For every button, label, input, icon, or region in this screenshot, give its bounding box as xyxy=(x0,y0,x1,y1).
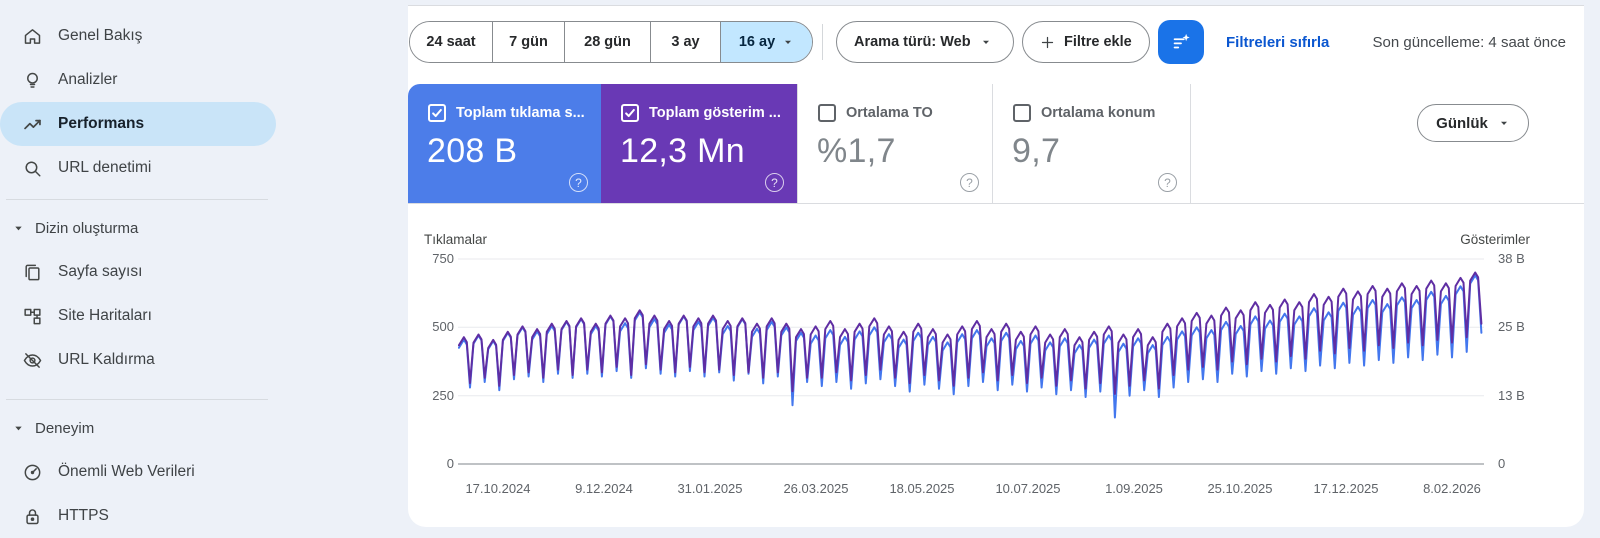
chevron-down-icon xyxy=(15,226,22,230)
metric-label: Toplam gösterim ... xyxy=(649,105,781,121)
sidebar-item-https[interactable]: HTTPS xyxy=(0,494,282,538)
eye-off-icon xyxy=(23,352,42,368)
sidebar-section-experience[interactable]: Deneyim xyxy=(0,408,282,448)
metric-card-average-ctr[interactable]: Ortalama TO %1,7 ? xyxy=(797,84,992,203)
pages-icon xyxy=(25,264,40,280)
add-filter-button[interactable]: Filtre ekle xyxy=(1022,21,1150,63)
metric-label: Toplam tıklama s... xyxy=(456,105,585,121)
metric-value: 9,7 xyxy=(1012,132,1061,170)
right-axis-tick: 38 B xyxy=(1498,251,1525,266)
right-axis-tick: 0 xyxy=(1498,456,1506,471)
gauge-icon xyxy=(24,464,41,480)
sidebar-section-indexing[interactable]: Dizin oluşturma xyxy=(0,208,282,248)
sidebar-item-label: HTTPS xyxy=(58,507,109,524)
sidebar-selected-pill xyxy=(0,102,276,146)
metric-card-average-position[interactable]: Ortalama konum 9,7 ? xyxy=(992,84,1190,203)
cards-bottom-border xyxy=(408,203,1584,204)
checkbox-checked[interactable] xyxy=(428,104,446,122)
series-impressions xyxy=(458,271,1483,395)
checkbox-unchecked[interactable] xyxy=(818,104,836,122)
filter-sparkle-button[interactable] xyxy=(1158,20,1204,64)
sidebar-item-url-inspection[interactable]: URL denetimi xyxy=(0,146,282,190)
help-icon[interactable]: ? xyxy=(1158,173,1177,192)
date-range-group: 24 saat 7 gün 28 gün 3 ay 16 ay xyxy=(409,21,813,63)
sidebar-item-insights[interactable]: Analizler xyxy=(0,58,282,102)
metric-card-total-impressions[interactable]: Toplam gösterim ... 12,3 Mn ? xyxy=(601,84,797,203)
range-7d[interactable]: 7 gün xyxy=(492,22,564,62)
sidebar-item-label: Genel Bakış xyxy=(58,27,143,44)
checkbox-checked[interactable] xyxy=(621,104,639,122)
sidebar-item-label: Site Haritaları xyxy=(58,307,152,324)
cards-divider xyxy=(1190,84,1191,203)
sidebar-divider xyxy=(6,199,268,200)
sidebar-item-sitemaps[interactable]: Site Haritaları xyxy=(0,294,282,338)
chevron-down-icon xyxy=(1500,121,1507,125)
sidebar-item-label: URL denetimi xyxy=(58,159,152,176)
sidebar-item-label: Performans xyxy=(58,115,145,132)
chevron-down-icon xyxy=(15,426,22,430)
sidebar-divider xyxy=(6,399,268,400)
filter-sparkle-icon xyxy=(1173,33,1190,49)
metric-value: 208 B xyxy=(427,132,518,170)
sidebar-section-label: Deneyim xyxy=(35,419,95,437)
left-axis-tick: 0 xyxy=(446,456,454,471)
left-axis-title: Tıklamalar xyxy=(424,232,488,247)
last-update-text: Son güncelleme: 4 saat önce xyxy=(1372,33,1566,51)
sidebar-item-performance[interactable]: Performans xyxy=(0,102,282,146)
help-icon[interactable]: ? xyxy=(960,173,979,192)
sidebar-item-label: Önemli Web Verileri xyxy=(58,463,195,480)
toolbar-divider xyxy=(822,24,823,60)
chart-plot[interactable] xyxy=(458,251,1484,471)
right-axis-title: Gösterimler xyxy=(1460,232,1530,247)
lock-icon xyxy=(26,508,39,524)
chevron-down-icon xyxy=(982,40,989,44)
range-16m[interactable]: 16 ay xyxy=(720,22,812,62)
search-icon xyxy=(25,160,41,177)
sidebar-item-label: Sayfa sayısı xyxy=(58,263,143,280)
help-icon[interactable]: ? xyxy=(569,173,588,192)
main-panel: 24 saat 7 gün 28 gün 3 ay 16 ay Arama tü… xyxy=(408,5,1584,527)
right-axis-tick: 13 B xyxy=(1498,388,1525,403)
reset-filters-link[interactable]: Filtreleri sıfırla xyxy=(1226,33,1330,51)
right-axis-tick: 25 B xyxy=(1498,319,1525,334)
left-axis-tick: 250 xyxy=(432,388,454,403)
metric-label: Ortalama konum xyxy=(1041,105,1156,121)
sidebar-item-label: URL Kaldırma xyxy=(58,351,155,368)
metric-value: %1,7 xyxy=(817,132,896,170)
home-icon xyxy=(24,28,41,44)
granularity-dropdown[interactable]: Günlük xyxy=(1417,104,1529,142)
metric-value: 12,3 Mn xyxy=(620,132,745,170)
left-axis-tick: 500 xyxy=(432,319,454,334)
trending-up-icon xyxy=(24,119,41,129)
plus-icon xyxy=(1041,36,1054,48)
sidebar-section-label: Dizin oluşturma xyxy=(35,219,139,237)
sidebar-item-removals[interactable]: URL Kaldırma xyxy=(0,338,282,382)
x-axis-labels: 17.10.2024 9.12.2024 31.01.2025 26.03.20… xyxy=(465,481,1481,496)
sidebar-item-label: Analizler xyxy=(58,71,118,88)
range-3m[interactable]: 3 ay xyxy=(650,22,720,62)
range-28d[interactable]: 28 gün xyxy=(564,22,650,62)
sidebar-item-overview[interactable]: Genel Bakış xyxy=(0,14,282,58)
sitemap-icon xyxy=(24,308,41,324)
left-axis-tick: 750 xyxy=(432,251,454,266)
search-type-dropdown[interactable]: Arama türü: Web xyxy=(836,21,1014,63)
metric-label: Ortalama TO xyxy=(846,105,933,121)
checkbox-unchecked[interactable] xyxy=(1013,104,1031,122)
sidebar-item-core-web-vitals[interactable]: Önemli Web Verileri xyxy=(0,450,282,494)
sidebar-item-pages[interactable]: Sayfa sayısı xyxy=(0,250,282,294)
metric-card-total-clicks[interactable]: Toplam tıklama s... 208 B ? xyxy=(408,84,601,203)
lightbulb-icon xyxy=(27,72,38,88)
range-24h[interactable]: 24 saat xyxy=(410,22,492,62)
chevron-down-icon xyxy=(785,40,792,44)
help-icon[interactable]: ? xyxy=(765,173,784,192)
